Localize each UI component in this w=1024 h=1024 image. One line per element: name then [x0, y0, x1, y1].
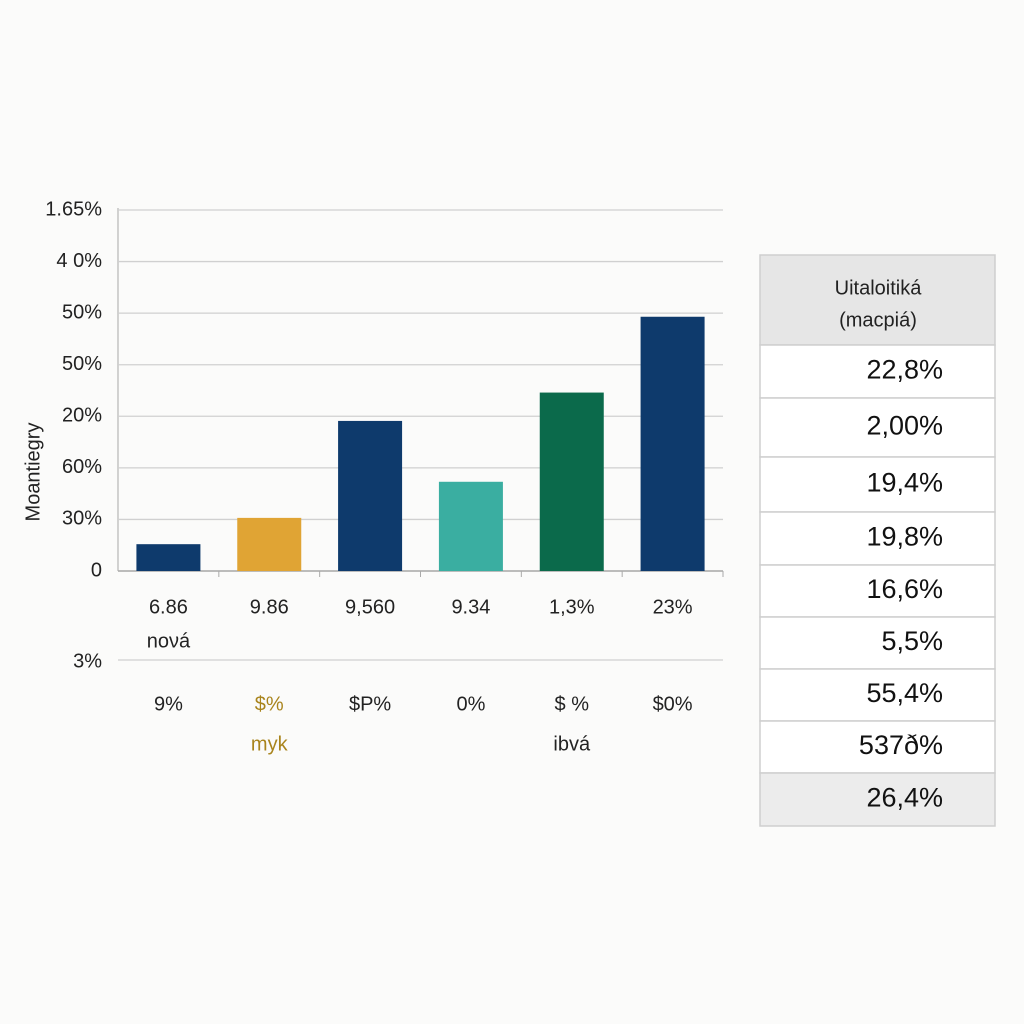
footer-label: 0% [456, 693, 485, 715]
table-value: 5,5% [881, 626, 943, 656]
table: Uitaloitiká (macpiá) 22,8% 2,00% 19,4% 19,8… [759, 254, 996, 827]
y-tick-label: 50% [62, 301, 102, 323]
table-header-bg [759, 254, 996, 346]
table-cell [759, 772, 996, 827]
table-cell [759, 344, 996, 399]
table-value: 55,4% [866, 678, 943, 708]
table-value: 22,8% [866, 355, 943, 385]
bar [136, 544, 201, 571]
table-cell [759, 616, 996, 670]
x-tick-label: 9.86 [250, 596, 289, 618]
x-tick-label: 1,3% [549, 596, 595, 618]
y-tick-label: 60% [62, 456, 102, 478]
bar [237, 517, 302, 571]
table-cell [759, 720, 996, 774]
bar [539, 392, 604, 571]
footer-note: ibvá [553, 733, 591, 755]
x-tick-label: 9,560 [345, 596, 395, 618]
x-tick-label: 9.34 [451, 596, 490, 618]
y-tick-label: 1.65% [45, 198, 102, 220]
footer-note: myk [251, 733, 289, 755]
lower-axis-label: 3% [73, 650, 102, 672]
table-header: Uitaloitiká [835, 277, 923, 299]
table-cell [759, 564, 996, 618]
table-value: 2,00% [866, 411, 943, 441]
bar [438, 481, 503, 571]
table-cell [759, 668, 996, 722]
table-value: 19,4% [866, 468, 943, 498]
bar [338, 420, 403, 571]
footer-label: $P% [349, 693, 391, 715]
table-cell [759, 511, 996, 566]
table-value: 16,6% [866, 574, 943, 604]
table-header: (macpiá) [839, 309, 917, 331]
footer-label: $% [255, 693, 284, 715]
table-value: 19,8% [866, 522, 943, 552]
footer-label: $ % [555, 693, 590, 715]
y-tick-label: 20% [62, 405, 102, 427]
x-sub-label: noνá [147, 630, 191, 652]
table-value: 537ð% [859, 730, 943, 760]
bar [640, 316, 705, 571]
footer-label: 9% [154, 693, 183, 715]
y-tick-label: 0 [91, 559, 102, 581]
x-tick-label: 6.86 [149, 596, 188, 618]
table-value: 26,4% [866, 783, 943, 813]
y-axis-label: Moantiegry [22, 423, 44, 522]
y-tick-label: 4 0% [56, 250, 102, 272]
footer-label: $0% [653, 693, 693, 715]
y-tick-label: 30% [62, 508, 102, 530]
x-tick-label: 23% [653, 596, 693, 618]
table-cell [759, 456, 996, 513]
y-tick-label: 50% [62, 353, 102, 375]
